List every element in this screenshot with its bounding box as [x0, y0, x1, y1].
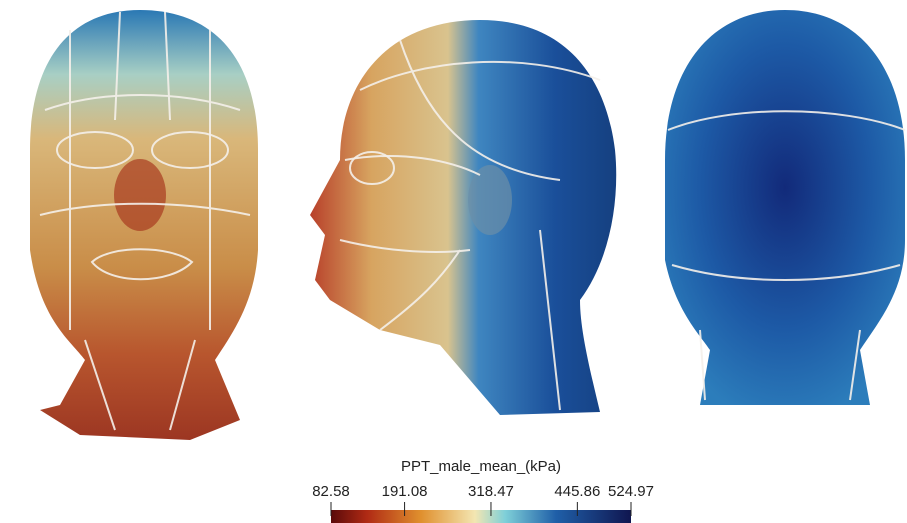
tick-label: 318.47: [468, 483, 514, 500]
back-head: [665, 10, 906, 405]
colorbar-title: PPT_male_mean_(kPa): [401, 458, 561, 475]
tick-label: 191.08: [382, 483, 428, 500]
colorbar-ticks: 82.58 191.08 318.47 445.86 524.97: [312, 483, 654, 516]
tick-label: 524.97: [608, 483, 654, 500]
colorbar: [331, 510, 631, 523]
front-head: [30, 10, 258, 440]
tick-label: 445.86: [554, 483, 600, 500]
tick-label: 82.58: [312, 483, 350, 500]
side-head: [310, 20, 617, 415]
